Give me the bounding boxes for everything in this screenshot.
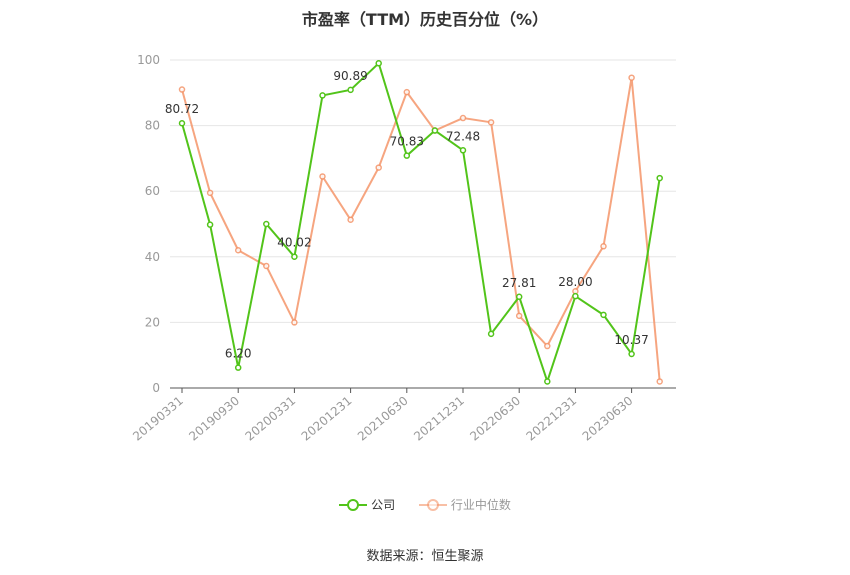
- data-point-industry-median[interactable]: [628, 74, 635, 81]
- x-tick-label: 20220630: [467, 394, 523, 444]
- data-label: 6.20: [225, 347, 252, 361]
- data-point-company[interactable]: [319, 92, 326, 99]
- data-label: 90.89: [333, 69, 367, 83]
- data-point-company[interactable]: [263, 220, 270, 228]
- legend-item-industry-median[interactable]: 行业中位数: [418, 496, 511, 513]
- data-label: 40.02: [277, 236, 311, 250]
- data-labels: 80.72 6.20 40.02 90.89 70.83 72.48 27.81 28.00 1…: [165, 69, 649, 361]
- grid-lines: [170, 59, 676, 323]
- data-point-company[interactable]: [459, 147, 467, 154]
- data-point-industry-median[interactable]: [319, 173, 326, 180]
- y-tick-label: 0: [152, 381, 160, 395]
- data-point-industry-median[interactable]: [459, 114, 467, 122]
- x-tick-label: 20210630: [355, 394, 411, 444]
- data-source: 数据来源：恒生聚源: [366, 549, 484, 564]
- data-point-industry-median[interactable]: [206, 189, 214, 197]
- data-point-company[interactable]: [206, 221, 214, 228]
- legend-marker-industry-icon: [418, 498, 447, 511]
- data-point-industry-median[interactable]: [375, 164, 382, 171]
- y-tick-label: 60: [145, 184, 160, 198]
- data-point-company[interactable]: [291, 253, 298, 260]
- data-point-industry-median[interactable]: [178, 86, 186, 93]
- x-tick-label: 20221231: [524, 394, 580, 444]
- series-group: [178, 60, 663, 385]
- data-point-industry-median[interactable]: [291, 319, 298, 326]
- data-point-company[interactable]: [431, 127, 439, 134]
- data-point-company[interactable]: [178, 119, 186, 127]
- data-point-industry-median[interactable]: [487, 119, 495, 126]
- chart-title: 市盈率（TTM）历史百分位（%）: [301, 10, 549, 29]
- x-tick-label: 20200331: [243, 394, 299, 444]
- data-point-industry-median[interactable]: [234, 246, 242, 254]
- x-tick-label: 20190930: [186, 394, 242, 444]
- data-point-company[interactable]: [656, 174, 663, 182]
- data-point-company[interactable]: [375, 60, 382, 67]
- data-point-industry-median[interactable]: [544, 342, 551, 350]
- data-point-company[interactable]: [572, 292, 579, 300]
- data-label: 10.37: [614, 333, 648, 347]
- y-tick-label: 100: [137, 53, 160, 67]
- legend-marker-company-icon: [339, 498, 368, 511]
- data-point-company[interactable]: [515, 293, 523, 301]
- data-point-industry-median[interactable]: [515, 312, 523, 320]
- x-axis: 20190331 20190930 20200331 20201231 20210630…: [130, 387, 676, 444]
- x-tick-label: 20201231: [299, 394, 355, 444]
- legend-label-company: 公司: [371, 498, 396, 512]
- data-point-industry-median[interactable]: [600, 243, 607, 250]
- data-point-industry-median[interactable]: [263, 262, 270, 270]
- y-axis-ticks: 0 20 40 60 80 100: [137, 53, 160, 395]
- data-point-industry-median[interactable]: [347, 216, 354, 223]
- data-label: 27.81: [502, 276, 536, 290]
- data-label: 28.00: [558, 275, 592, 289]
- data-point-industry-median[interactable]: [403, 88, 411, 96]
- x-tick-label: 20211231: [411, 394, 467, 444]
- legend-item-company[interactable]: 公司: [339, 496, 395, 513]
- data-point-company[interactable]: [544, 378, 551, 385]
- y-tick-label: 80: [145, 119, 160, 133]
- data-point-industry-median[interactable]: [656, 378, 663, 385]
- x-tick-label: 20230630: [580, 394, 636, 444]
- legend: 公司 行业中位数: [0, 496, 850, 515]
- data-point-company[interactable]: [403, 152, 411, 159]
- data-point-company[interactable]: [628, 350, 635, 358]
- data-label: 80.72: [165, 102, 199, 116]
- data-point-company[interactable]: [487, 330, 495, 338]
- y-tick-label: 20: [145, 315, 160, 329]
- y-tick-label: 40: [145, 250, 160, 264]
- data-point-company[interactable]: [234, 364, 242, 371]
- x-tick-label: 20190331: [130, 394, 186, 444]
- data-label: 72.48: [446, 129, 480, 143]
- data-point-company[interactable]: [600, 311, 607, 319]
- series-line-industry-median: [181, 77, 661, 382]
- legend-label-industry-median: 行业中位数: [450, 498, 511, 512]
- data-label: 70.83: [390, 135, 424, 149]
- series-line-company: [181, 61, 661, 385]
- data-point-company[interactable]: [347, 86, 354, 94]
